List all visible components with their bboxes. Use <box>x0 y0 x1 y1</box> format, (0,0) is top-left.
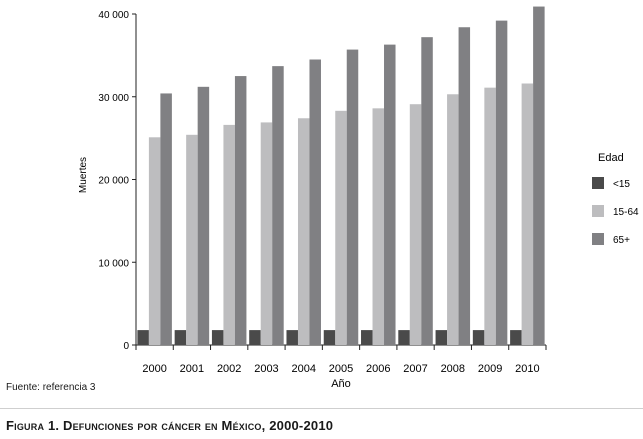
x-tick-label: 2008 <box>441 363 465 375</box>
bar-<15-2008 <box>435 330 448 345</box>
bar-<15-2004 <box>286 330 298 345</box>
bar-65+-2005 <box>346 49 359 346</box>
y-tick-label: 40 000 <box>98 10 129 21</box>
bar-65+-2010 <box>533 6 545 346</box>
legend-label: 15-64 <box>613 207 639 218</box>
bar-<15-2007 <box>398 330 410 345</box>
bar-65+-2003 <box>272 66 284 345</box>
y-tick-label: 0 <box>123 341 129 352</box>
bar-15-64-2008 <box>447 94 459 345</box>
bars <box>137 6 545 346</box>
x-axis: 2000 2001 2002 2003 2004 2005 2006 2007 2008 2009… <box>135 344 547 375</box>
bar-65+-2007 <box>421 37 433 346</box>
bar-<15-2010 <box>510 330 522 345</box>
bar-15-64-2006 <box>372 108 385 346</box>
bar-<15-2003 <box>249 330 261 345</box>
bar-<15-2001 <box>174 330 187 345</box>
bar-15-64-2004 <box>297 118 310 345</box>
bar-65+-2000 <box>160 93 172 345</box>
x-tick-label: 2001 <box>180 363 204 375</box>
bar-<15-2006 <box>361 330 373 345</box>
x-tick-label: 2007 <box>403 363 427 375</box>
x-tick-label: 2000 <box>142 363 166 375</box>
bar-<15-2009 <box>472 330 485 345</box>
x-axis-label: Año <box>331 378 351 390</box>
caption-divider <box>0 408 643 409</box>
bar-15-64-2010 <box>521 83 534 345</box>
legend: Edad <15 15-64 65+ <box>592 152 639 246</box>
legend-label: <15 <box>613 179 630 190</box>
x-tick-label: 2002 <box>217 363 241 375</box>
legend-swatch-15-64 <box>592 205 604 217</box>
bar-15-64-2002 <box>223 124 235 345</box>
legend-swatch-65+ <box>592 233 604 245</box>
x-tick-label: 2004 <box>291 363 315 375</box>
y-axis: 0 10 000 20 000 30 000 40 000 <box>98 10 137 352</box>
y-tick-label: 20 000 <box>98 176 129 187</box>
bar-15-64-2009 <box>484 87 496 346</box>
bar-15-64-2005 <box>335 110 347 345</box>
bar-15-64-2003 <box>260 122 273 345</box>
bar-<15-2002 <box>211 330 224 345</box>
x-tick-label: 2009 <box>478 363 502 375</box>
x-tick-label: 2010 <box>515 363 539 375</box>
x-tick-label: 2005 <box>329 363 353 375</box>
legend-swatch-<15 <box>592 177 604 189</box>
bar-15-64-2007 <box>409 104 422 345</box>
legend-title: Edad <box>598 152 624 164</box>
x-tick-label: 2003 <box>254 363 278 375</box>
bar-65+-2008 <box>458 27 471 346</box>
bar-<15-2005 <box>323 330 336 345</box>
bar-<15-2000 <box>137 330 149 345</box>
bar-65+-2001 <box>197 86 210 345</box>
y-axis-label: Muertes <box>78 157 89 193</box>
bar-65+-2004 <box>309 59 321 345</box>
bar-15-64-2001 <box>186 134 198 345</box>
bar-15-64-2000 <box>148 137 161 345</box>
source-note: Fuente: referencia 3 <box>6 382 96 393</box>
bar-65+-2009 <box>495 20 508 346</box>
x-tick-label: 2006 <box>366 363 390 375</box>
y-tick-label: 30 000 <box>98 93 129 104</box>
legend-label: 65+ <box>613 235 630 246</box>
figure-caption: Figura 1. Defunciones por cáncer en Méxi… <box>6 418 334 433</box>
bar-65+-2006 <box>384 44 396 346</box>
y-tick-label: 10 000 <box>98 258 129 269</box>
bar-65+-2002 <box>234 76 247 345</box>
